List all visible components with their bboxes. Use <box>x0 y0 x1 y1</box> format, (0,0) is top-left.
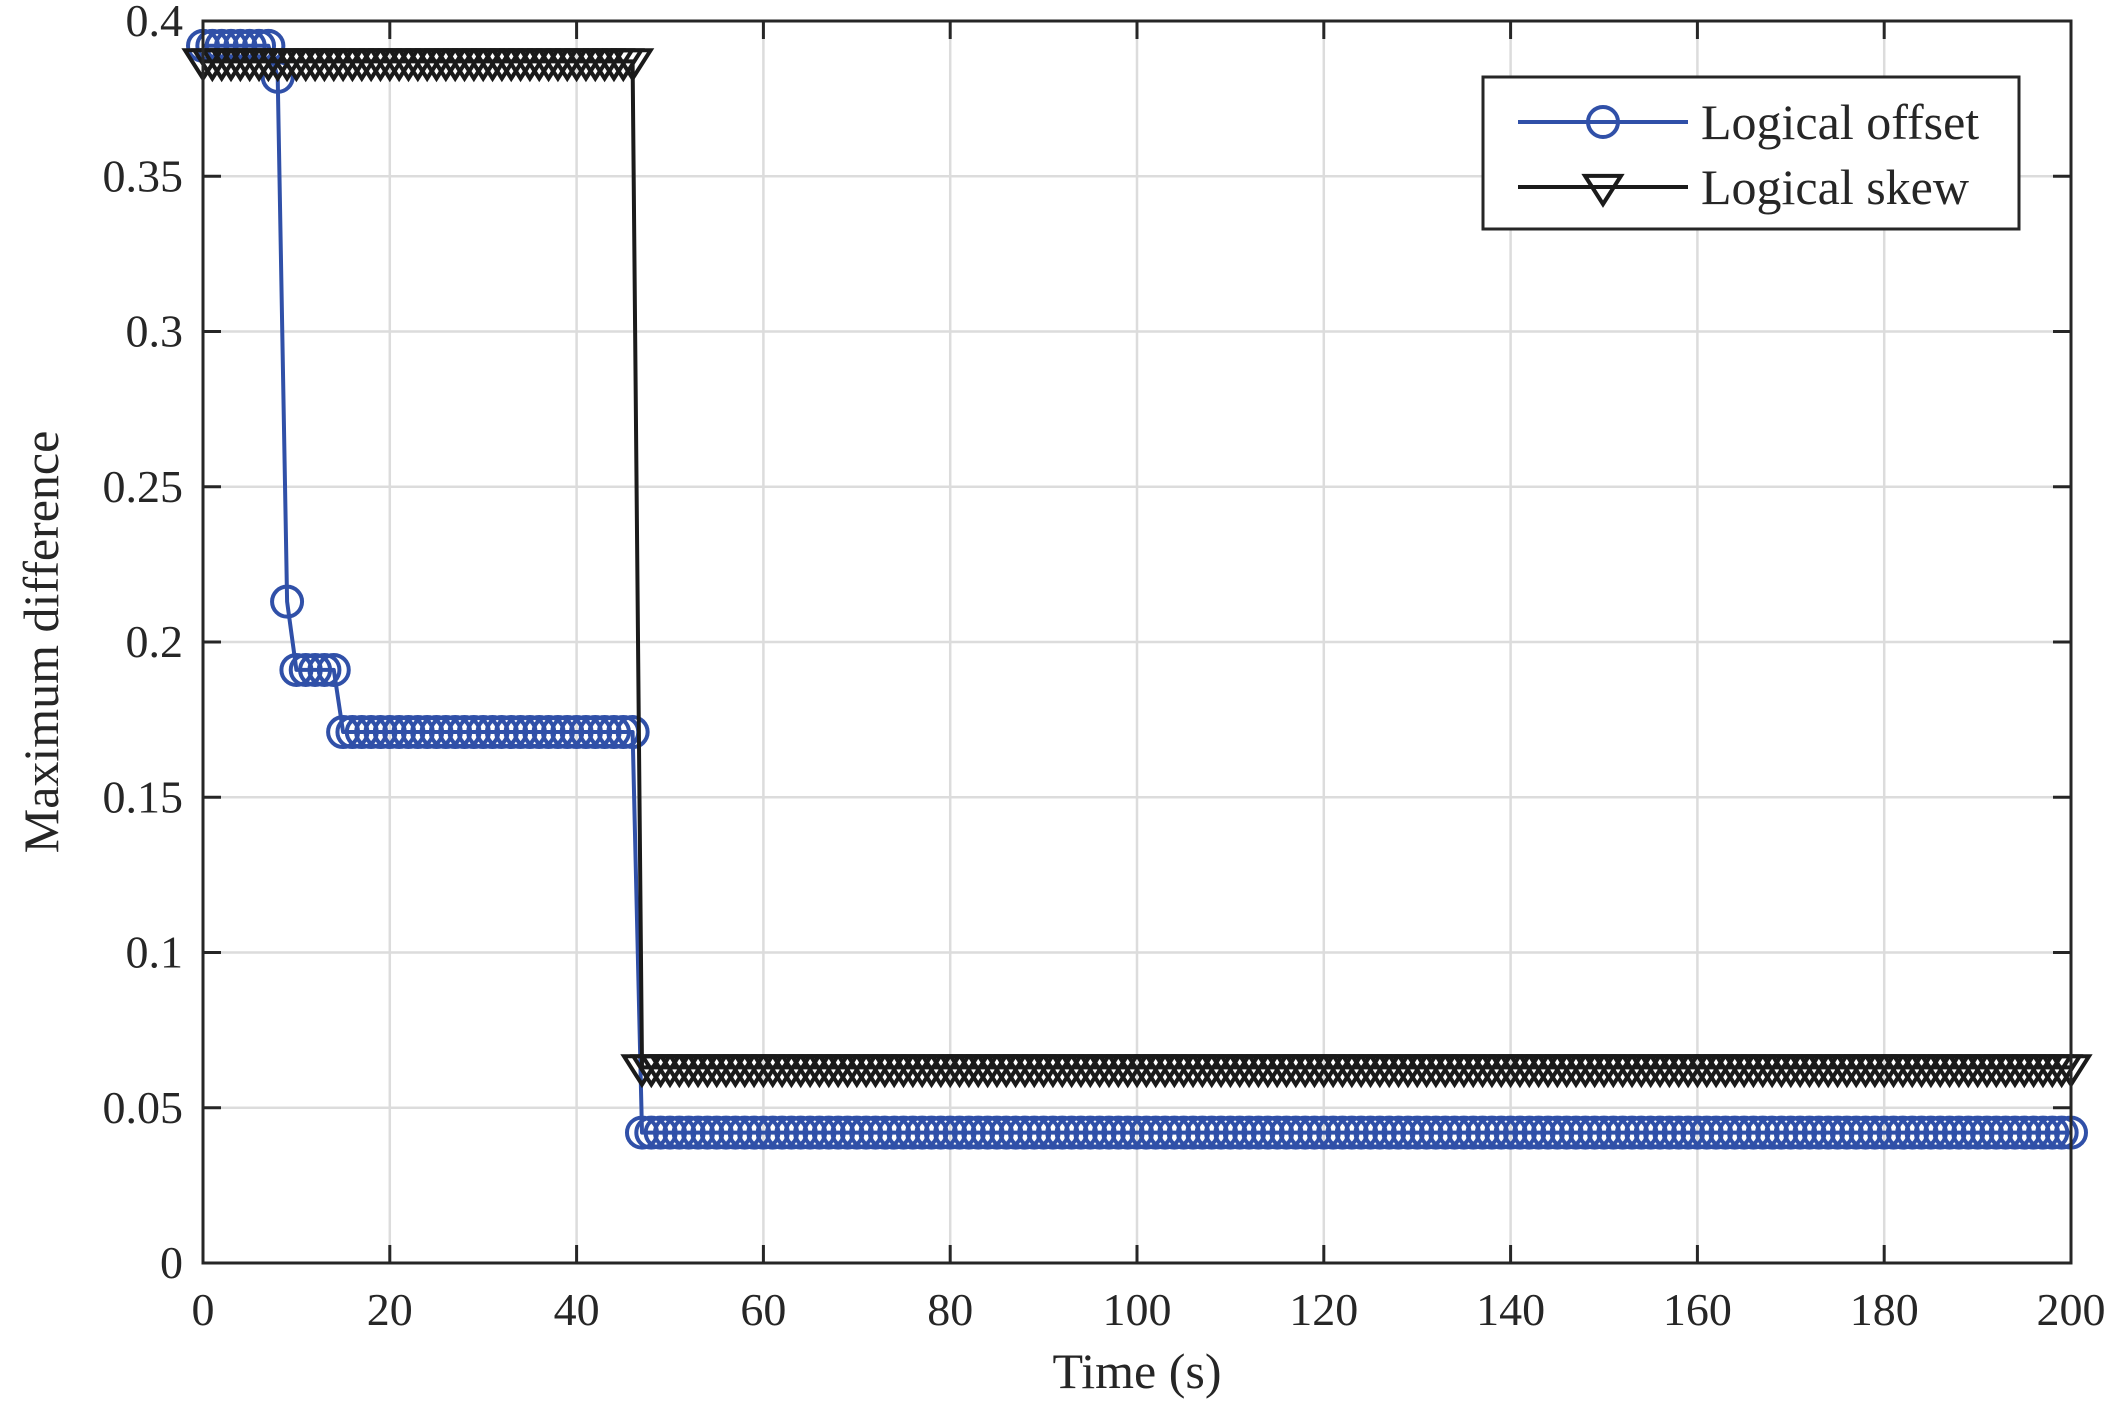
data-point <box>2035 1115 2070 1150</box>
x-tick-label: 160 <box>1663 1284 1732 1335</box>
y-tick-label: 0.35 <box>103 150 184 201</box>
x-tick-label: 60 <box>740 1284 786 1335</box>
x-tick-label: 0 <box>192 1284 215 1335</box>
y-tick-label: 0 <box>160 1237 183 1288</box>
x-tick-label: 80 <box>927 1284 973 1335</box>
data-point <box>307 652 342 687</box>
data-point <box>270 584 305 619</box>
data-point <box>610 48 655 83</box>
data-point <box>596 715 631 750</box>
y-tick-label: 0.2 <box>126 616 184 667</box>
y-tick-label: 0.05 <box>103 1082 184 1133</box>
legend-box <box>1481 75 2021 231</box>
series-logical-skew <box>181 48 2093 1089</box>
y-tick-label: 0.15 <box>103 771 184 822</box>
x-tick-label: 40 <box>554 1284 600 1335</box>
y-tick-label: 0.4 <box>126 0 184 46</box>
legend-marker-circle <box>1586 105 1620 139</box>
legend-label-logical-skew: Logical skew <box>1701 159 1969 215</box>
data-point <box>615 715 650 750</box>
x-tick-label: 20 <box>367 1284 413 1335</box>
y-axis-label: Maximum difference <box>13 431 69 854</box>
legend: Logical offset Logical skew <box>1481 75 2021 231</box>
x-tick-label: 180 <box>1850 1284 1919 1335</box>
legend-entry-logical-offset: Logical offset <box>1518 94 1979 150</box>
axis-ticks: 0 20 40 60 80 100 120 140 160 180 200 0 0.05 0.1 0.15 0… <box>103 0 2106 1335</box>
series-group <box>181 28 2093 1150</box>
x-tick-label: 120 <box>1289 1284 1358 1335</box>
y-tick-label: 0.3 <box>126 306 184 357</box>
legend-label-logical-offset: Logical offset <box>1701 94 1979 150</box>
x-tick-label: 200 <box>2037 1284 2106 1335</box>
y-tick-label: 0.25 <box>103 461 184 512</box>
data-point <box>298 652 333 687</box>
x-tick-label: 140 <box>1476 1284 1545 1335</box>
legend-entry-logical-skew: Logical skew <box>1518 159 1969 215</box>
series-logical-offset <box>186 28 2088 1150</box>
x-axis-label: Time (s) <box>1052 1343 1221 1399</box>
y-tick-label: 0.1 <box>126 927 184 978</box>
legend-marker-triangle <box>1581 173 1625 208</box>
data-point <box>316 652 351 687</box>
x-tick-label: 100 <box>1103 1284 1172 1335</box>
data-point <box>2044 1115 2079 1150</box>
